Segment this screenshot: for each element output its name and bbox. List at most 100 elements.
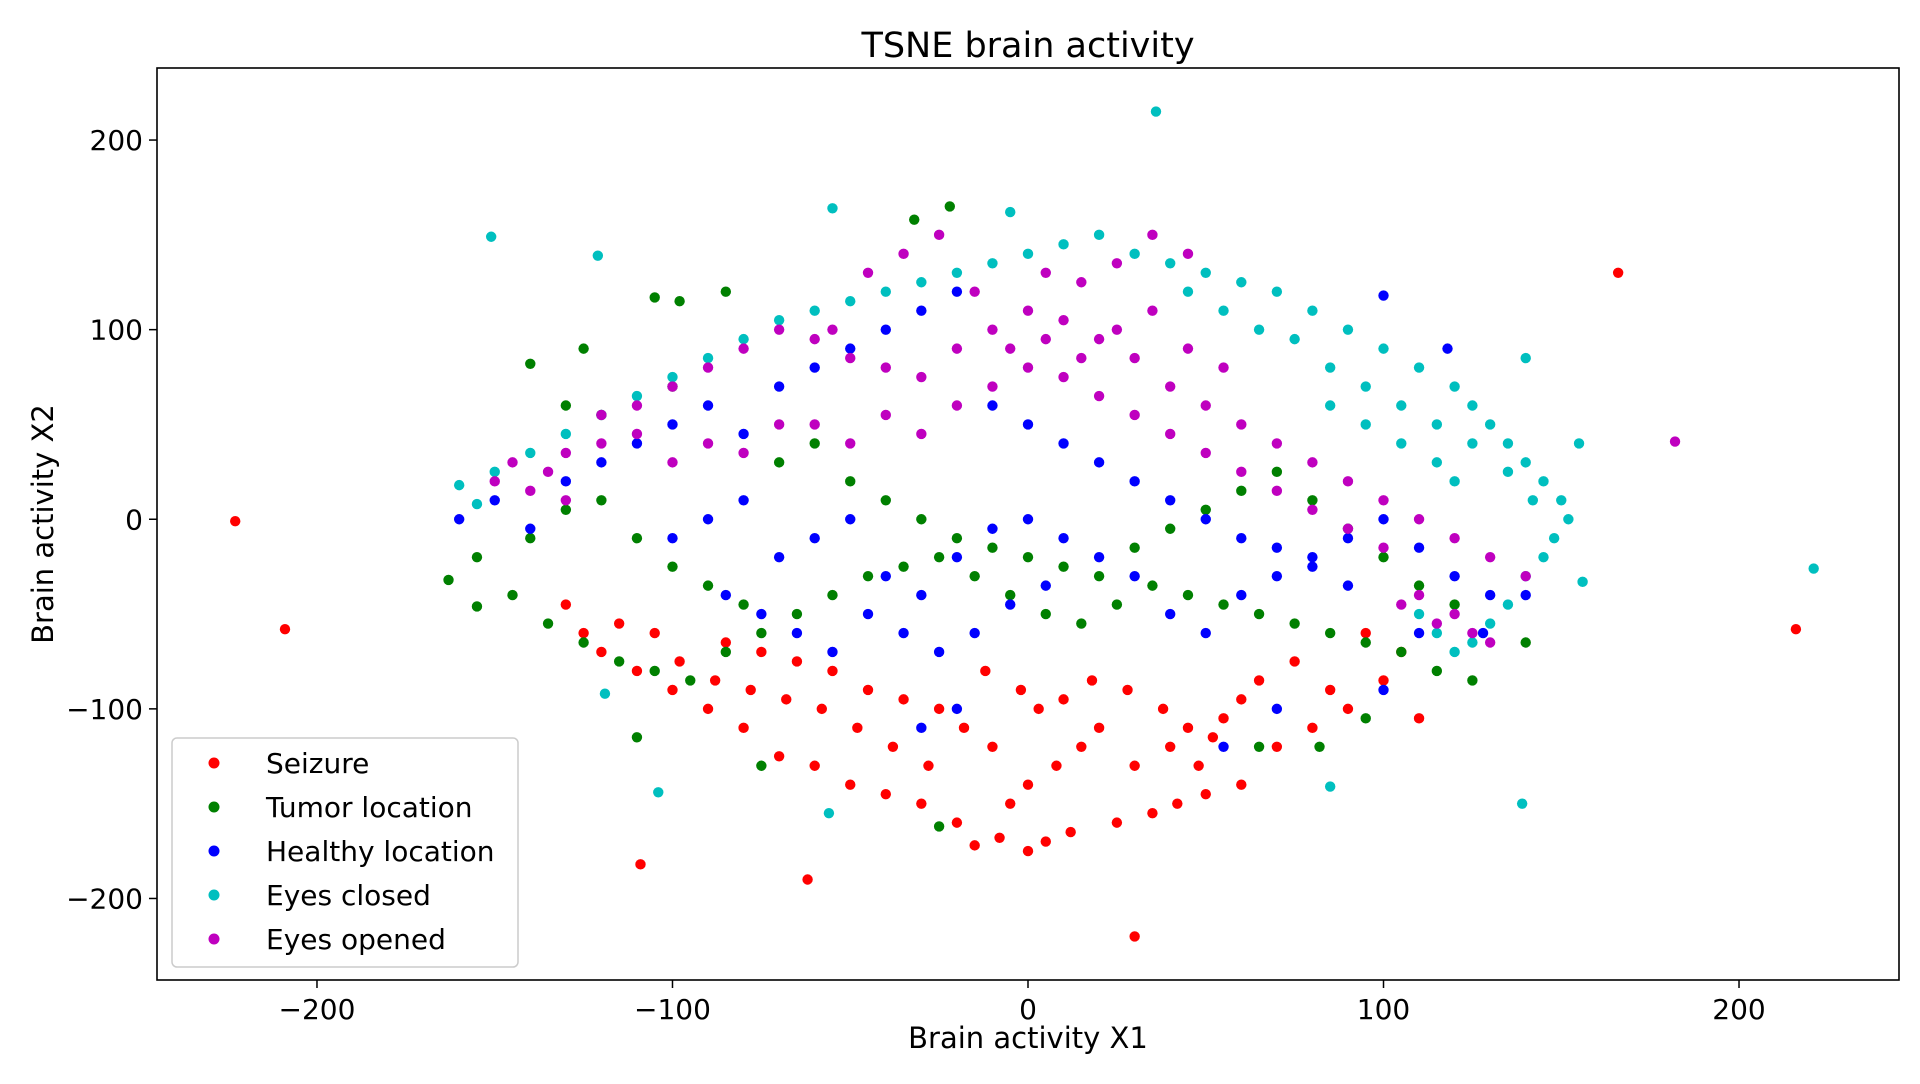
data-point xyxy=(1200,447,1211,459)
data-point xyxy=(1324,684,1336,696)
data-point xyxy=(802,874,813,885)
data-point xyxy=(578,637,589,648)
data-point xyxy=(1165,495,1176,506)
data-point xyxy=(827,665,838,677)
data-point xyxy=(702,580,714,591)
data-point xyxy=(951,286,963,297)
legend-label: Healthy location xyxy=(266,835,495,868)
data-point xyxy=(852,722,863,734)
data-point xyxy=(1005,589,1016,601)
data-point xyxy=(685,675,696,686)
data-point xyxy=(667,371,678,383)
data-point xyxy=(709,675,721,686)
data-point xyxy=(1360,627,1371,639)
data-point xyxy=(809,362,820,373)
data-point xyxy=(916,428,927,440)
y-axis-label: Brain activity X2 xyxy=(26,404,60,644)
data-point xyxy=(1271,741,1283,752)
data-point xyxy=(773,419,785,430)
data-point xyxy=(1271,703,1283,715)
data-point xyxy=(951,533,963,544)
data-point xyxy=(880,286,891,297)
data-point xyxy=(738,333,749,345)
data-point xyxy=(1431,627,1443,639)
data-point xyxy=(674,296,685,307)
data-point xyxy=(1218,305,1229,316)
data-point xyxy=(1573,438,1585,449)
data-point xyxy=(987,324,998,335)
data-point xyxy=(1612,267,1624,278)
data-point xyxy=(1236,277,1247,288)
data-point xyxy=(969,286,980,297)
data-point xyxy=(1182,286,1194,297)
data-point xyxy=(720,646,732,658)
data-point xyxy=(1556,495,1567,506)
data-point xyxy=(592,250,604,261)
y-tick-label: 0 xyxy=(125,503,143,536)
series-eyes-opened xyxy=(489,229,1681,648)
data-point xyxy=(845,296,856,307)
data-point xyxy=(1236,694,1247,705)
data-point xyxy=(1307,551,1318,563)
data-point xyxy=(933,703,945,715)
data-point xyxy=(916,277,927,288)
data-point xyxy=(453,479,465,491)
data-point xyxy=(507,589,518,601)
data-point xyxy=(862,267,874,278)
data-point xyxy=(1005,206,1016,218)
data-point xyxy=(1516,798,1528,809)
data-point xyxy=(1548,533,1560,544)
data-point xyxy=(781,694,792,705)
data-point xyxy=(773,457,785,468)
data-point xyxy=(1342,476,1354,487)
data-point xyxy=(1307,495,1318,506)
data-point xyxy=(525,447,536,459)
data-point xyxy=(809,305,820,316)
data-point xyxy=(1147,580,1158,591)
data-point xyxy=(230,515,241,527)
data-point xyxy=(1005,798,1016,809)
data-point xyxy=(702,514,714,525)
data-point xyxy=(1111,599,1123,610)
data-point xyxy=(1111,324,1123,335)
data-point xyxy=(702,703,714,715)
series-eyes-closed xyxy=(453,106,1819,819)
data-point xyxy=(1360,637,1371,648)
data-point xyxy=(1396,400,1407,411)
data-point xyxy=(1015,684,1027,696)
data-point xyxy=(560,428,572,440)
data-point xyxy=(1207,732,1219,743)
data-point xyxy=(951,817,963,828)
data-point xyxy=(1236,589,1247,601)
legend-label: Tumor location xyxy=(265,791,473,824)
data-point xyxy=(862,608,874,620)
data-point xyxy=(923,760,934,771)
data-point xyxy=(994,832,1005,843)
data-point xyxy=(1307,561,1318,572)
data-point xyxy=(1378,514,1389,525)
data-point xyxy=(845,352,856,364)
series-healthy-location xyxy=(453,286,1531,752)
data-point xyxy=(1378,542,1389,553)
data-point xyxy=(745,684,756,696)
y-tick-label: 100 xyxy=(90,314,143,347)
data-point xyxy=(809,533,820,544)
data-point xyxy=(674,656,685,667)
data-point xyxy=(1342,533,1354,544)
data-point xyxy=(933,551,945,563)
data-point xyxy=(1396,646,1407,658)
data-point xyxy=(916,371,927,383)
data-point xyxy=(1413,713,1425,724)
data-point xyxy=(933,229,945,241)
data-point xyxy=(987,542,998,553)
data-point xyxy=(951,551,963,563)
data-point xyxy=(951,267,963,278)
data-point xyxy=(880,788,891,800)
data-point xyxy=(909,214,920,225)
data-point xyxy=(773,324,785,335)
data-point xyxy=(738,495,749,506)
data-point xyxy=(631,732,643,743)
data-point xyxy=(1538,551,1549,563)
chart-title: TSNE brain activity xyxy=(860,26,1194,66)
